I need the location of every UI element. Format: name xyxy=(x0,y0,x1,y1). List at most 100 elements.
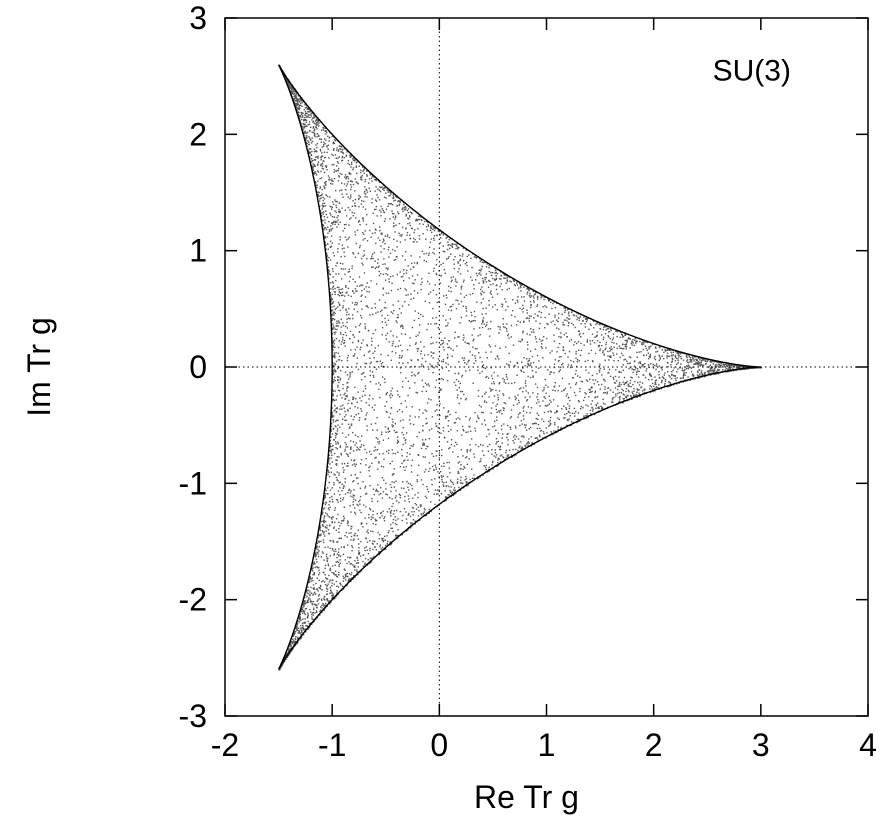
scatter-point xyxy=(617,360,619,362)
scatter-point xyxy=(338,273,340,275)
scatter-point xyxy=(343,546,345,548)
scatter-point xyxy=(369,485,371,487)
scatter-point xyxy=(290,650,293,652)
scatter-point xyxy=(577,330,580,332)
scatter-point xyxy=(293,642,295,644)
scatter-point xyxy=(387,249,390,251)
scatter-point xyxy=(365,414,367,416)
scatter-point xyxy=(604,386,606,388)
scatter-point xyxy=(413,373,415,376)
scatter-point xyxy=(391,424,393,426)
scatter-point xyxy=(660,367,663,369)
scatter-point xyxy=(341,423,343,425)
scatter-point xyxy=(364,387,367,390)
scatter-point xyxy=(389,394,391,397)
scatter-point xyxy=(337,346,340,349)
scatter-point xyxy=(398,200,400,202)
scatter-point xyxy=(505,309,507,311)
scatter-point xyxy=(319,186,322,188)
scatter-point xyxy=(317,157,319,159)
scatter-point xyxy=(372,374,375,377)
scatter-point xyxy=(452,481,454,484)
scatter-point xyxy=(343,224,346,226)
scatter-point xyxy=(316,566,319,569)
scatter-point xyxy=(376,543,378,545)
scatter-point xyxy=(345,223,347,226)
scatter-point xyxy=(343,486,345,488)
scatter-point xyxy=(578,319,580,322)
scatter-point xyxy=(650,391,652,394)
scatter-point xyxy=(392,513,395,515)
scatter-point xyxy=(337,379,339,382)
scatter-point xyxy=(532,376,534,378)
scatter-point xyxy=(333,484,335,486)
scatter-point xyxy=(495,288,498,291)
scatter-point xyxy=(514,395,516,398)
scatter-point xyxy=(717,361,719,363)
scatter-point xyxy=(662,376,664,379)
scatter-point xyxy=(339,190,341,192)
scatter-point xyxy=(327,135,329,137)
scatter-point xyxy=(672,354,674,356)
scatter-point xyxy=(442,250,445,253)
scatter-point xyxy=(575,382,578,384)
scatter-point xyxy=(358,500,360,503)
scatter-point xyxy=(725,363,727,366)
scatter-point xyxy=(375,186,377,188)
scatter-point xyxy=(350,349,352,351)
scatter-point xyxy=(413,290,416,292)
scatter-point xyxy=(410,212,413,214)
scatter-point xyxy=(329,295,332,297)
scatter-point xyxy=(562,349,564,351)
scatter-point xyxy=(458,486,460,489)
scatter-point xyxy=(354,190,356,192)
scatter-point xyxy=(680,357,682,360)
scatter-point xyxy=(459,254,461,257)
scatter-point xyxy=(358,246,361,249)
scatter-point xyxy=(490,390,492,392)
scatter-point xyxy=(431,364,433,367)
scatter-point xyxy=(534,336,537,338)
scatter-point xyxy=(292,638,294,640)
scatter-point xyxy=(397,345,399,347)
scatter-point xyxy=(358,543,360,545)
scatter-point xyxy=(462,334,465,336)
scatter-point xyxy=(582,399,585,402)
scatter-point xyxy=(395,500,398,502)
scatter-point xyxy=(669,376,671,378)
scatter-point xyxy=(337,162,340,164)
scatter-point xyxy=(339,525,341,527)
scatter-point xyxy=(488,344,490,346)
scatter-point xyxy=(553,340,556,342)
scatter-point xyxy=(484,424,487,426)
scatter-point xyxy=(344,441,346,444)
scatter-point xyxy=(540,340,542,342)
scatter-point xyxy=(405,438,407,441)
scatter-point xyxy=(353,416,355,418)
scatter-point xyxy=(331,222,334,224)
scatter-point xyxy=(477,369,479,371)
scatter-point xyxy=(280,666,282,668)
scatter-point xyxy=(378,553,380,556)
scatter-point xyxy=(316,124,318,127)
scatter-point xyxy=(521,448,523,450)
scatter-point xyxy=(350,459,353,461)
scatter-point xyxy=(374,307,377,309)
scatter-point xyxy=(380,465,383,468)
scatter-point xyxy=(441,481,443,483)
scatter-point xyxy=(356,503,358,506)
scatter-point xyxy=(700,362,702,364)
scatter-point xyxy=(653,385,655,387)
scatter-point xyxy=(333,291,336,293)
scatter-point xyxy=(306,592,308,594)
scatter-point xyxy=(513,280,515,282)
scatter-point xyxy=(668,385,671,387)
scatter-point xyxy=(643,340,645,342)
scatter-point xyxy=(665,349,667,352)
scatter-point xyxy=(695,362,697,364)
scatter-point xyxy=(459,264,461,266)
scatter-point xyxy=(589,391,591,394)
scatter-point xyxy=(325,555,328,558)
scatter-point xyxy=(328,509,330,511)
scatter-point xyxy=(325,593,328,595)
